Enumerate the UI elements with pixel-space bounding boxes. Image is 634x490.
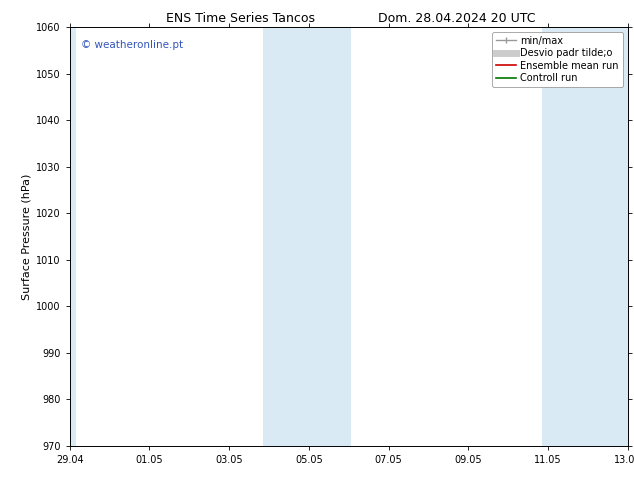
Legend: min/max, Desvio padr tilde;o, Ensemble mean run, Controll run: min/max, Desvio padr tilde;o, Ensemble m… [492, 32, 623, 87]
Text: © weatheronline.pt: © weatheronline.pt [81, 40, 183, 49]
Text: ENS Time Series Tancos: ENS Time Series Tancos [166, 12, 316, 25]
Y-axis label: Surface Pressure (hPa): Surface Pressure (hPa) [22, 173, 32, 299]
Bar [542, 27, 633, 446]
Bar [64, 27, 75, 446]
Text: Dom. 28.04.2024 20 UTC: Dom. 28.04.2024 20 UTC [378, 12, 535, 25]
Bar [263, 27, 351, 446]
